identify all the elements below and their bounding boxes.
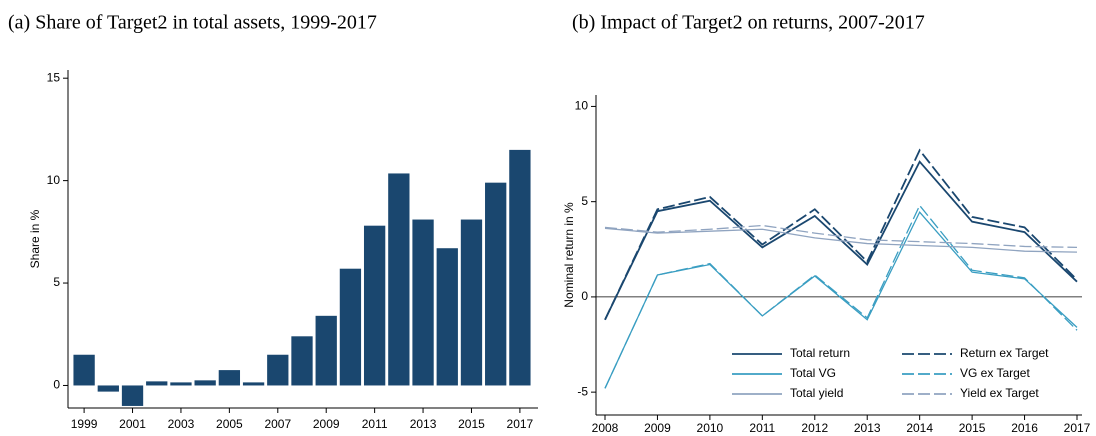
y-tick-label: -5 xyxy=(577,384,588,398)
bar xyxy=(388,173,410,386)
x-tick-label: 2005 xyxy=(216,417,243,431)
y-tick-label: 10 xyxy=(575,99,589,113)
bar xyxy=(121,385,144,406)
legend-label: VG ex Target xyxy=(960,366,1030,380)
line-series xyxy=(604,224,1078,249)
y-tick-label: 15 xyxy=(47,70,61,84)
y-axis-label: Nominal return in % xyxy=(562,202,576,308)
bar xyxy=(315,315,337,386)
bar xyxy=(242,382,265,386)
bar xyxy=(194,380,216,386)
legend-label: Yield ex Target xyxy=(960,386,1039,400)
legend-label: Return ex Target xyxy=(960,346,1049,360)
y-tick-label: 0 xyxy=(53,378,60,392)
legend-label: Total return xyxy=(790,346,850,360)
y-tick-label: 5 xyxy=(53,275,60,289)
x-tick-label: 2011 xyxy=(362,417,388,431)
bar xyxy=(509,149,531,386)
bar xyxy=(460,219,483,386)
x-tick-label: 2015 xyxy=(458,417,485,431)
x-tick-label: 2017 xyxy=(507,417,534,431)
x-tick-label: 2016 xyxy=(1011,421,1038,435)
x-tick-label: 2008 xyxy=(592,421,619,435)
x-tick-label: 2015 xyxy=(959,421,986,435)
x-tick-label: 2009 xyxy=(313,417,340,431)
line-series xyxy=(604,227,1078,253)
bar xyxy=(412,219,434,386)
bar xyxy=(146,381,168,386)
x-tick-label: 2007 xyxy=(264,417,291,431)
line-series xyxy=(604,204,1078,389)
bar xyxy=(97,385,119,392)
bar xyxy=(291,336,313,386)
legend-label: Total yield xyxy=(790,386,843,400)
y-tick-label: 5 xyxy=(581,194,588,208)
bar xyxy=(267,354,289,386)
bar xyxy=(170,382,192,386)
bar xyxy=(485,182,507,386)
y-tick-label: 0 xyxy=(581,289,588,303)
bar xyxy=(73,354,95,386)
x-tick-label: 1999 xyxy=(71,417,98,431)
x-tick-label: 2009 xyxy=(644,421,671,435)
x-tick-label: 2013 xyxy=(854,421,881,435)
chart-title: (a) Share of Target2 in total assets, 19… xyxy=(8,12,377,34)
bar xyxy=(363,225,386,386)
y-axis-label: Share in % xyxy=(28,209,42,268)
bar xyxy=(218,370,241,386)
x-tick-label: 2011 xyxy=(749,421,775,435)
x-tick-label: 2003 xyxy=(168,417,195,431)
x-tick-label: 2010 xyxy=(697,421,724,435)
bar xyxy=(339,268,362,386)
chart-title: (b) Impact of Target2 on returns, 2007-2… xyxy=(572,12,925,34)
x-tick-label: 2013 xyxy=(410,417,437,431)
x-tick-label: 2014 xyxy=(906,421,933,435)
line-series xyxy=(604,148,1078,321)
y-tick-label: 10 xyxy=(47,173,61,187)
x-tick-label: 2001 xyxy=(119,417,146,431)
x-tick-label: 2012 xyxy=(801,421,828,435)
legend-label: Total VG xyxy=(790,366,836,380)
bar xyxy=(436,248,458,386)
x-tick-label: 2017 xyxy=(1064,421,1091,435)
